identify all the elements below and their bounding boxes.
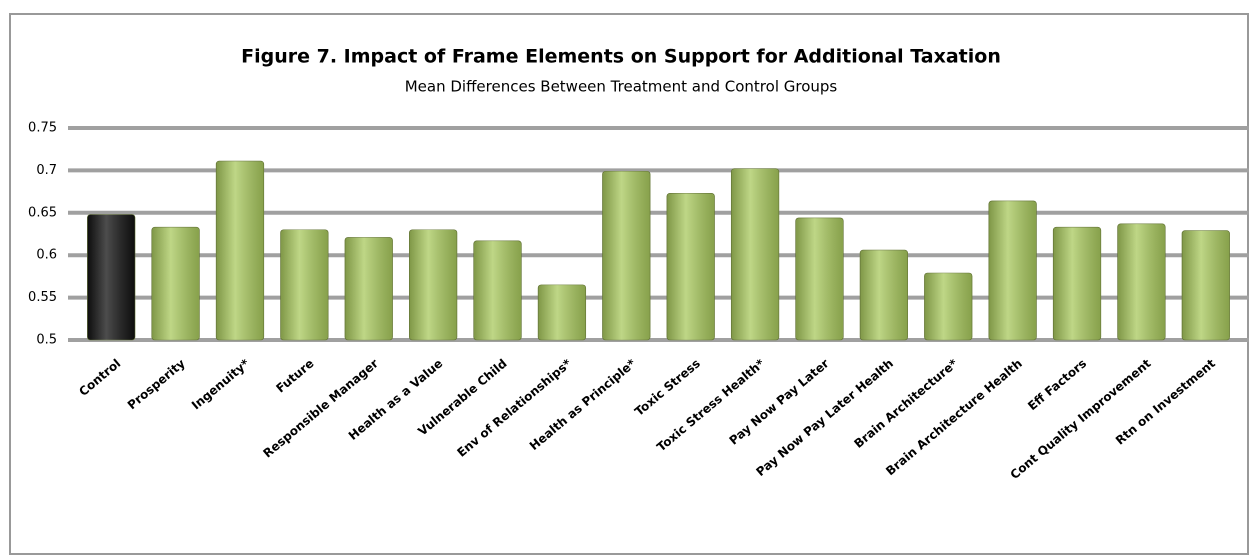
chart-subtitle: Mean Differences Between Treatment and C… [405, 78, 838, 96]
y-tick-label: 0.55 [28, 290, 57, 305]
bar-shade [860, 250, 908, 340]
chart-title: Figure 7. Impact of Frame Elements on Su… [241, 46, 1001, 68]
y-tick-label: 0.7 [36, 163, 57, 178]
bar-shade [151, 227, 200, 340]
y-tick-label: 0.75 [28, 121, 57, 136]
bar-shade [795, 217, 844, 340]
bar-shade [87, 214, 136, 340]
bar-shade [1181, 230, 1230, 340]
bar-shade [1117, 223, 1166, 340]
bar-shade [1053, 227, 1101, 340]
bar-shade [988, 200, 1037, 340]
y-tick-label: 0.6 [36, 248, 57, 263]
bar-shade [216, 161, 264, 340]
bar-shade [666, 193, 715, 340]
bar-shade [473, 240, 522, 340]
bar-shade [924, 273, 973, 340]
bar-shade [731, 168, 779, 340]
bar-shade [602, 171, 651, 340]
bar-shade [344, 237, 393, 340]
y-tick-label: 0.5 [36, 333, 57, 348]
y-tick-label: 0.65 [28, 205, 57, 220]
bar-shade [538, 284, 586, 340]
bar-shade [409, 229, 457, 340]
bar-shade [280, 229, 329, 340]
